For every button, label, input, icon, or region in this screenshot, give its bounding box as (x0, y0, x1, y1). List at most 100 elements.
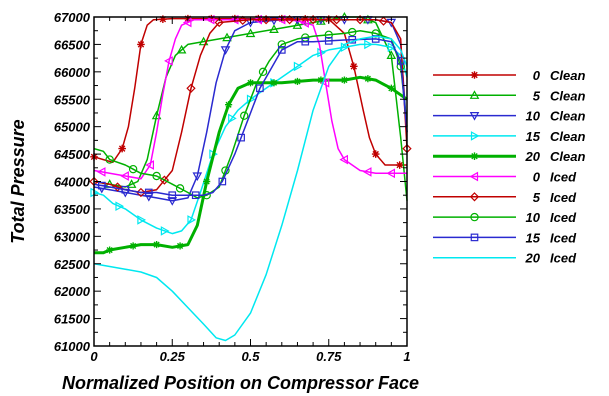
data-point-marker (396, 57, 405, 65)
y-tick-label: 64500 (54, 147, 91, 162)
data-point-marker (106, 246, 114, 254)
data-point-marker (324, 30, 333, 40)
legend-angle-label: 0 (533, 170, 541, 185)
data-point-marker (136, 187, 146, 198)
data-point-marker (143, 192, 154, 202)
data-point-marker (293, 61, 303, 72)
y-tick-label: 66000 (54, 65, 91, 80)
legend-item: 15 Iced (433, 230, 577, 245)
data-point-marker (301, 37, 310, 46)
data-point-marker (348, 27, 357, 37)
data-point-marker (220, 46, 231, 55)
y-tick-label: 67000 (54, 10, 91, 25)
y-tick-label: 61000 (54, 339, 91, 354)
series-0-clean (90, 14, 407, 169)
data-point-marker (256, 84, 264, 93)
data-point-marker (387, 84, 395, 92)
data-point-marker (331, 15, 342, 25)
data-point-marker (159, 15, 167, 23)
data-point-marker (112, 182, 123, 192)
y-tick-label: 64000 (54, 175, 91, 190)
data-point-marker (270, 79, 278, 87)
data-point-marker (246, 79, 255, 87)
data-point-marker (371, 150, 380, 158)
data-point-marker (470, 212, 479, 222)
series-line (93, 43, 408, 235)
x-tick-label: 0.5 (241, 349, 260, 364)
legend-angle-label: 0 (533, 68, 541, 83)
data-point-marker (105, 155, 114, 164)
axes-layer: 61000 61500 62000 62500 63000 63500 64000 64500… (54, 10, 411, 364)
data-point-marker (386, 168, 395, 179)
data-point-marker (118, 144, 126, 153)
legend-item: 5 Iced (433, 190, 577, 205)
data-point-marker (191, 191, 200, 200)
data-point-marker (308, 15, 318, 25)
data-point-marker (339, 154, 348, 165)
data-point-marker (238, 15, 248, 26)
legend-angle-label: 20 (525, 251, 541, 266)
y-tick-label: 65000 (54, 120, 91, 135)
legend-condition-label: Clean (550, 149, 585, 164)
y-tick-label: 65500 (54, 92, 91, 107)
data-point-marker (469, 171, 479, 182)
y-tick-label: 62500 (54, 257, 91, 272)
data-point-marker (258, 67, 268, 77)
series-line (94, 75, 408, 255)
data-point-marker (176, 44, 187, 54)
data-point-marker (137, 215, 147, 225)
data-point-marker (187, 215, 197, 225)
legend-item: 15 Clean (433, 129, 585, 144)
y-tick-label: 66500 (54, 37, 91, 52)
data-point-marker (395, 161, 404, 169)
data-point-marker (128, 164, 138, 174)
y-tick-label: 61500 (54, 312, 91, 327)
data-point-marker (277, 40, 287, 49)
data-point-marker (175, 184, 185, 193)
legend-condition-label: Clean (550, 68, 585, 83)
y-axis-title: Total Pressure (8, 119, 28, 243)
data-point-marker (320, 77, 330, 88)
data-point-marker (349, 62, 358, 71)
data-point-marker (228, 113, 237, 124)
data-point-marker (222, 32, 232, 42)
data-point-marker (340, 76, 348, 84)
data-point-marker (126, 179, 137, 188)
legend-angle-label: 10 (526, 109, 541, 124)
series-15-clean (90, 39, 408, 236)
data-point-marker (269, 24, 279, 34)
legend-item: 5 Clean (433, 88, 585, 103)
series-20-iced (93, 35, 408, 342)
data-point-marker (284, 15, 295, 25)
x-tick-label: 1 (403, 349, 410, 364)
data-point-marker (245, 28, 256, 38)
data-point-marker (160, 226, 170, 236)
legend-item: 20 Iced (433, 251, 577, 266)
data-point-marker (340, 42, 350, 53)
legend-item: 20 Clean (433, 149, 585, 164)
data-point-marker (145, 160, 154, 170)
data-point-marker (293, 77, 302, 86)
legend-item: 10 Clean (433, 109, 585, 124)
data-point-marker (186, 83, 196, 93)
legend-angle-label: 5 (533, 88, 541, 103)
data-point-marker (301, 15, 310, 23)
data-point-marker (205, 14, 215, 25)
data-point-marker (240, 111, 249, 120)
data-point-marker (198, 36, 209, 46)
data-point-marker (300, 18, 309, 28)
data-point-marker (469, 192, 480, 202)
data-point-marker (176, 242, 184, 250)
legend-angle-label: 20 (525, 149, 541, 164)
legend-item: 0 Clean (433, 68, 585, 83)
data-point-marker (224, 101, 233, 109)
x-axis-title: Normalized Position on Compressor Face (62, 373, 419, 393)
legend-condition-label: Clean (550, 129, 585, 144)
data-point-marker (129, 242, 137, 250)
data-point-marker (237, 133, 245, 142)
legend-condition-label: Iced (550, 210, 577, 225)
data-point-marker (151, 110, 162, 120)
data-point-marker (207, 14, 216, 23)
